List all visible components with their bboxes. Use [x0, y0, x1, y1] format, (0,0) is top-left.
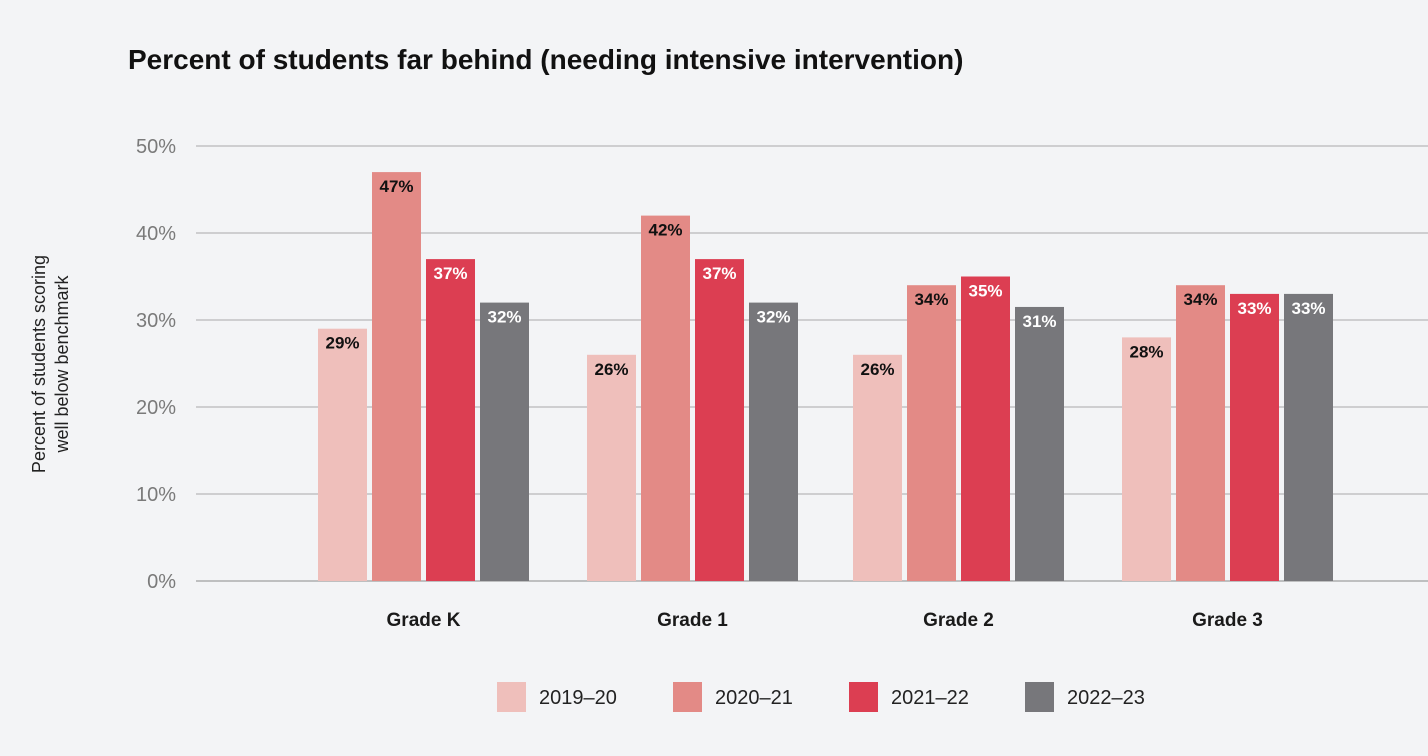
data-label: 42% — [648, 221, 682, 240]
bar — [1015, 306, 1064, 581]
chart-title: Percent of students far behind (needing … — [128, 44, 964, 75]
bar — [318, 328, 367, 581]
bar — [587, 354, 636, 581]
data-label: 31% — [1022, 312, 1056, 331]
y-tick-label: 50% — [136, 136, 176, 158]
y-tick-label: 10% — [136, 484, 176, 506]
data-label: 32% — [487, 308, 521, 327]
data-label: 29% — [325, 334, 359, 353]
data-label: 34% — [1183, 290, 1217, 309]
bar — [1122, 337, 1171, 581]
data-label: 26% — [594, 360, 628, 379]
legend-label: 2019–20 — [539, 687, 617, 709]
bar — [480, 302, 529, 581]
y-axis-label: Percent of students scoring well below be… — [29, 255, 72, 473]
data-label: 28% — [1129, 342, 1163, 361]
y-tick-label: 20% — [136, 397, 176, 419]
bar — [372, 172, 421, 581]
bar — [426, 259, 475, 581]
bar — [695, 259, 744, 581]
bar — [1176, 285, 1225, 581]
data-label: 37% — [433, 264, 467, 283]
data-label: 33% — [1291, 299, 1325, 318]
bar — [1284, 293, 1333, 581]
y-tick-label: 30% — [136, 310, 176, 332]
y-tick-label: 40% — [136, 223, 176, 245]
y-axis-label-line: well below benchmark — [52, 274, 72, 453]
data-label: 47% — [379, 177, 413, 196]
bar — [1230, 293, 1279, 581]
legend-swatch — [849, 682, 878, 712]
bar — [853, 354, 902, 581]
x-category-label: Grade 1 — [657, 610, 728, 631]
legend-swatch — [497, 682, 526, 712]
legend-swatch — [1025, 682, 1054, 712]
y-axis-label-line: Percent of students scoring — [29, 255, 49, 473]
legend-label: 2021–22 — [891, 687, 969, 709]
data-label: 34% — [914, 290, 948, 309]
bar — [641, 215, 690, 581]
bar — [749, 302, 798, 581]
legend-swatch — [673, 682, 702, 712]
legend-label: 2020–21 — [715, 687, 793, 709]
legend-label: 2022–23 — [1067, 687, 1145, 709]
x-category-label: Grade 3 — [1192, 610, 1263, 631]
x-category-label: Grade 2 — [923, 610, 994, 631]
data-label: 37% — [702, 264, 736, 283]
data-label: 32% — [756, 308, 790, 327]
x-category-label: Grade K — [387, 610, 461, 631]
bar — [907, 285, 956, 581]
y-tick-label: 0% — [147, 571, 176, 593]
data-label: 33% — [1237, 299, 1271, 318]
bar — [961, 276, 1010, 581]
data-label: 26% — [860, 360, 894, 379]
data-label: 35% — [968, 282, 1002, 301]
